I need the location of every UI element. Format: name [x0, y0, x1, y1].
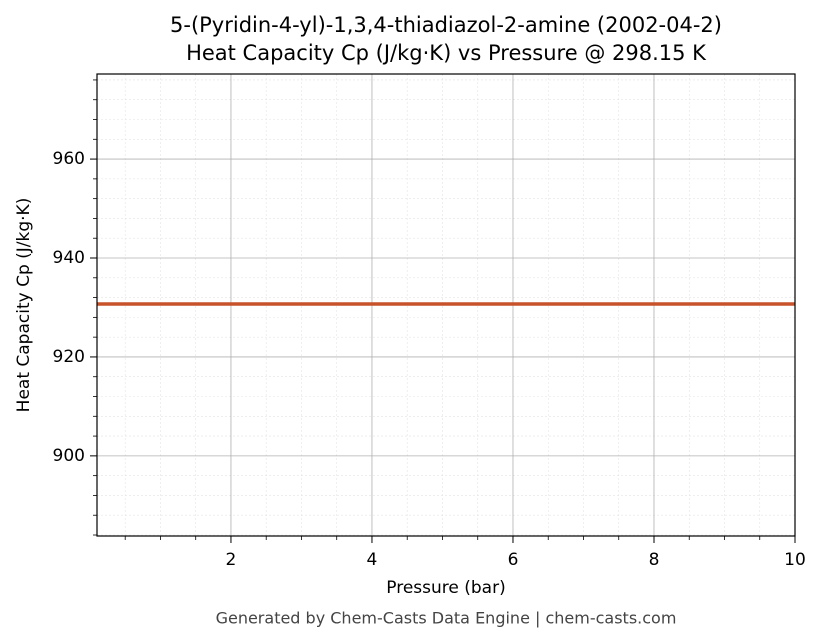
x-tick-label: 8	[649, 550, 660, 570]
y-axis-label: Heat Capacity Cp (J/kg·K)	[14, 198, 34, 413]
chart-title: 5-(Pyridin-4-yl)-1,3,4-thiadiazol-2-amin…	[170, 13, 722, 37]
y-tick-label: 940	[53, 248, 85, 268]
plot-frame	[96, 73, 796, 537]
x-tick-label: 2	[226, 550, 237, 570]
x-axis-label: Pressure (bar)	[386, 578, 505, 598]
y-tick-label: 900	[53, 446, 85, 466]
x-tick-label: 10	[784, 550, 806, 570]
chart-subtitle: Heat Capacity Cp (J/kg·K) vs Pressure @ …	[186, 41, 707, 65]
x-tick-label: 6	[508, 550, 519, 570]
y-tick-label: 960	[53, 149, 85, 169]
footer: Generated by Chem-Casts Data Engine | ch…	[216, 609, 677, 628]
y-tick-label: 920	[53, 347, 85, 367]
x-tick-label: 4	[367, 550, 378, 570]
